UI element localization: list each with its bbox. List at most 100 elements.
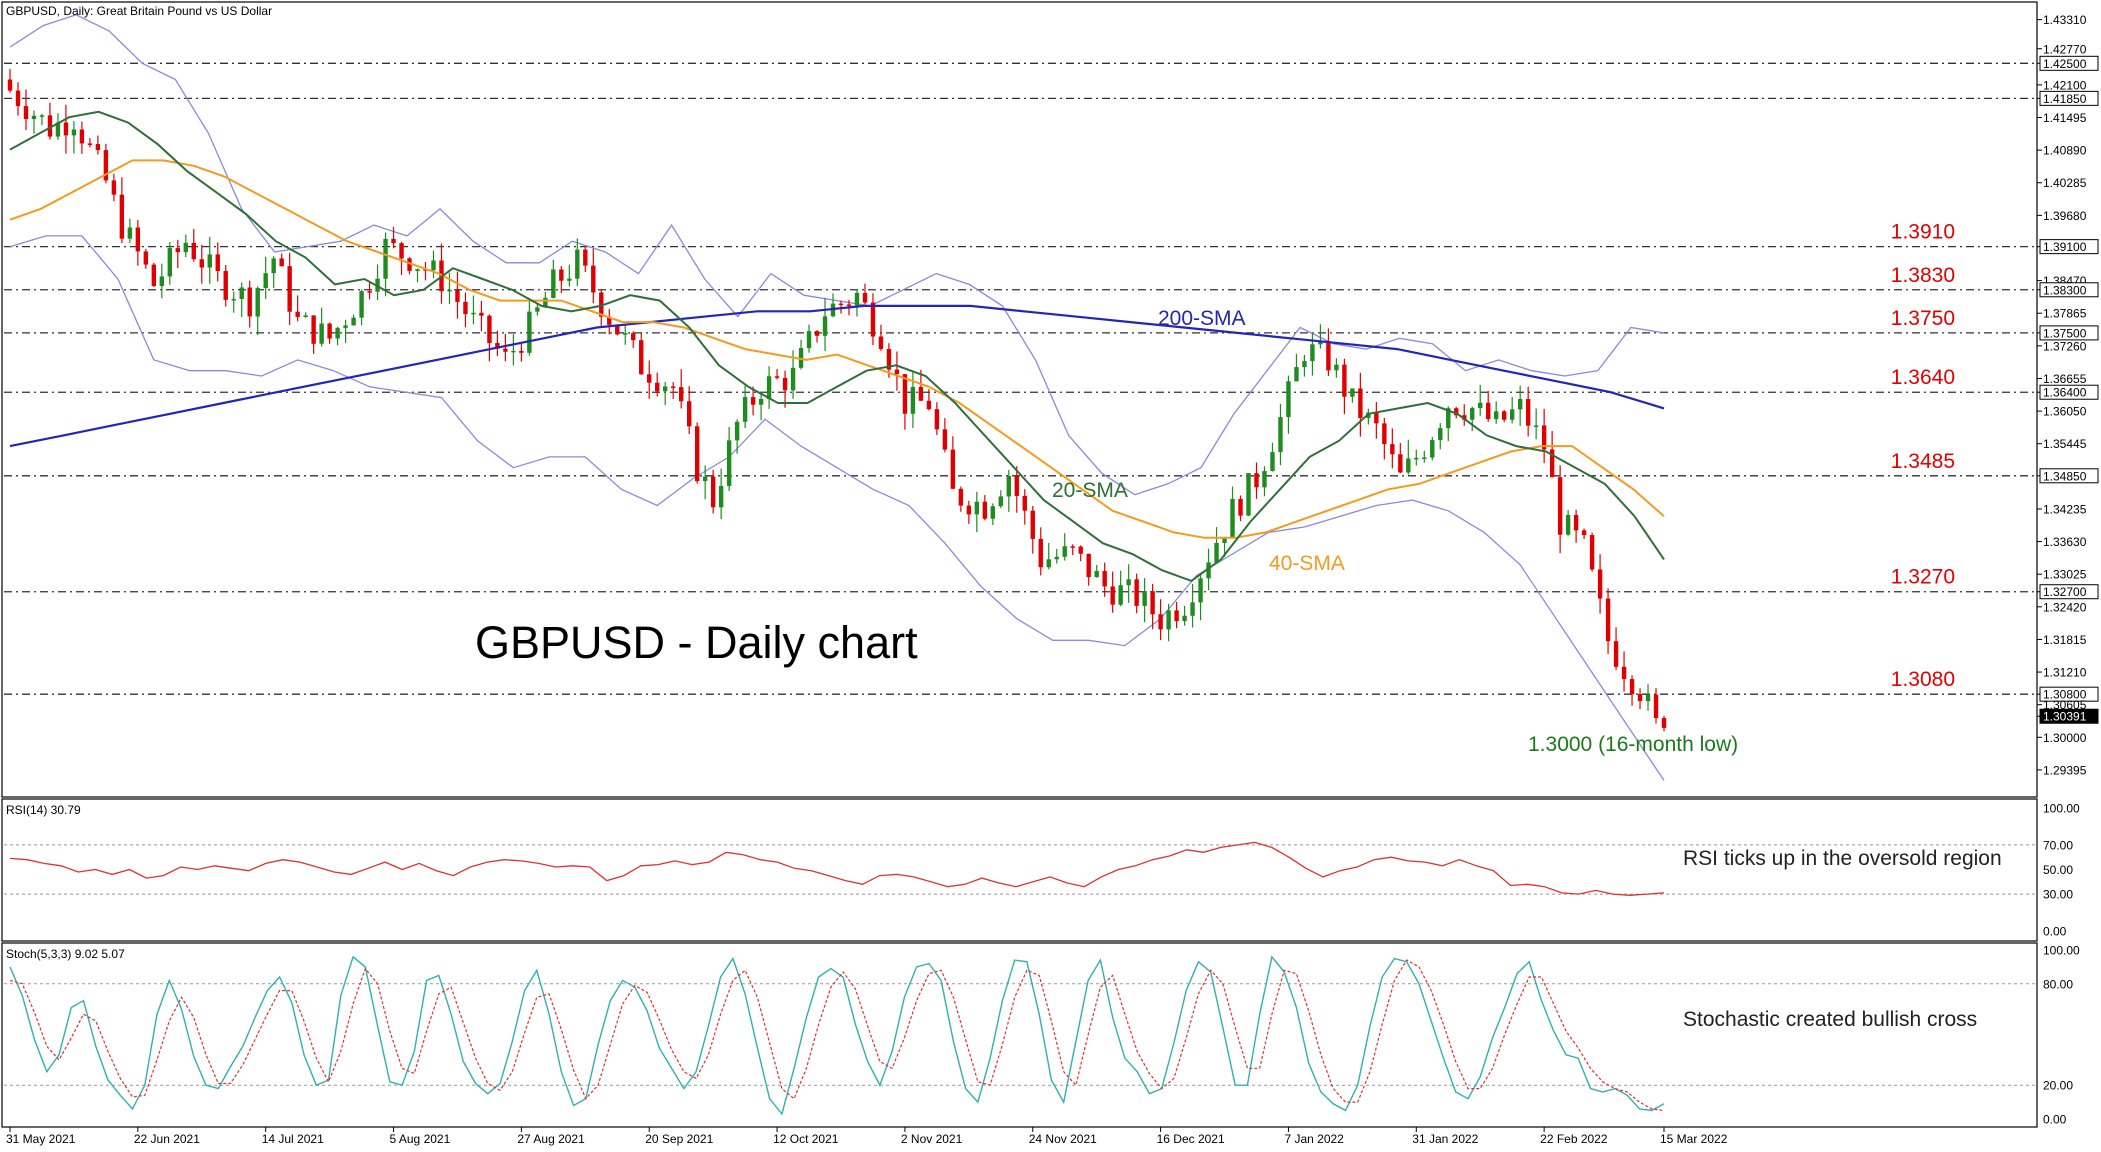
candle-body [479, 312, 484, 316]
candle-body [1134, 579, 1139, 606]
candle-body [1549, 449, 1555, 478]
candle-body [119, 194, 125, 239]
x-tick-label: 14 Jul 2021 [262, 1132, 324, 1146]
candle-body [127, 227, 133, 239]
candle-body [447, 289, 452, 292]
candle-body [79, 129, 85, 144]
price-tick-label: 1.40890 [2043, 144, 2087, 158]
candle-body [742, 397, 748, 422]
candle-body [910, 386, 916, 414]
price-tag [2039, 708, 2099, 724]
price-tick-label: 1.33630 [2043, 535, 2087, 549]
candle-body [399, 243, 404, 259]
low-annotation: 1.3000 (16-month low) [1528, 733, 1738, 756]
rsi-panel-frame [1, 798, 2038, 942]
candle-body [271, 258, 276, 274]
price-tick-label: 1.36050 [2043, 405, 2087, 419]
rsi-tick-label: 0.00 [2043, 925, 2067, 939]
stoch-tick-label: 20.00 [2043, 1079, 2073, 1093]
stoch-tick-label: 100.00 [2043, 944, 2080, 958]
candle-body [1414, 457, 1419, 460]
bollinger-lower [9, 235, 1665, 781]
candle-body [734, 421, 740, 441]
candle-body [647, 374, 652, 383]
x-tick-label: 12 Oct 2021 [773, 1132, 839, 1146]
price-tick-label: 1.31210 [2043, 666, 2087, 680]
candle-body [1374, 412, 1379, 424]
stoch-panel-frame [1, 942, 2038, 1128]
price-tick-label: 1.30000 [2043, 731, 2087, 745]
candle-body [639, 340, 644, 375]
candle-body [1158, 614, 1163, 630]
candle-body [1206, 562, 1211, 579]
candle-body [87, 143, 93, 145]
x-tick-label: 15 Mar 2022 [1660, 1132, 1728, 1146]
price-tick-label: 1.37865 [2043, 307, 2087, 321]
candle-body [335, 327, 340, 339]
candlesticks [7, 68, 1667, 732]
candle-body [1038, 538, 1043, 568]
price-tick-label: 1.41495 [2043, 111, 2087, 125]
candle-body [1605, 598, 1611, 642]
x-tick-label: 5 Aug 2021 [390, 1132, 451, 1146]
candle-body [1494, 411, 1499, 420]
x-tick-label: 7 Jan 2022 [1284, 1132, 1344, 1146]
rsi-tick-label: 70.00 [2043, 838, 2073, 852]
candle-body [726, 440, 732, 486]
candle-body [1533, 425, 1539, 427]
sma20-label: 20-SMA [1052, 479, 1128, 502]
x-tick-label: 20 Sep 2021 [645, 1132, 713, 1146]
candle-body [1462, 415, 1467, 420]
chart-title: GBPUSD - Daily chart [475, 617, 918, 668]
candle-body [694, 426, 700, 482]
candle-body [710, 476, 716, 508]
price-tick-label: 1.30605 [2043, 698, 2087, 712]
level-label: 1.3080 [1891, 668, 1955, 691]
candle-body [1629, 679, 1635, 695]
candle-body [391, 238, 396, 244]
candle-body [487, 315, 492, 343]
candle-body [1398, 454, 1403, 473]
sma20-line [9, 110, 1665, 583]
candle-body [878, 336, 884, 349]
sma200-line [9, 304, 1665, 448]
candle-body [343, 325, 348, 328]
price-tick-label: 1.38300 [2043, 283, 2087, 297]
candle-body [718, 485, 724, 508]
rsi-tick-label: 50.00 [2043, 863, 2073, 877]
candle-body [1406, 458, 1411, 473]
candle-body [1613, 641, 1619, 667]
x-tick-label: 27 Aug 2021 [517, 1132, 585, 1146]
candle-body [886, 348, 892, 370]
candle-body [351, 317, 356, 326]
candle-body [1238, 498, 1243, 516]
candle-body [463, 301, 468, 315]
candle-body [1182, 615, 1187, 622]
candle-body [455, 289, 460, 302]
level-label: 1.3640 [1891, 366, 1955, 389]
candle-body [111, 180, 117, 195]
candle-body [175, 248, 180, 253]
candle-body [191, 242, 196, 260]
candle-body [1422, 457, 1427, 460]
candle-body [471, 312, 476, 315]
candle-body [1573, 514, 1579, 531]
candle-body [1597, 569, 1603, 599]
price-tick-label: 1.39680 [2043, 209, 2087, 223]
price-tick-label: 1.40285 [2043, 176, 2087, 190]
candle-body [942, 429, 948, 450]
candle-body [23, 106, 29, 120]
candle-body [982, 501, 988, 519]
price-tick-label: 1.32700 [2043, 585, 2087, 599]
candle-body [95, 144, 101, 151]
price-tag [2039, 325, 2099, 341]
level-label: 1.3830 [1891, 264, 1955, 287]
candle-body [678, 387, 684, 402]
candle-body [47, 115, 53, 137]
candle-body [1166, 610, 1171, 630]
price-tick-label: 1.34235 [2043, 502, 2087, 516]
candle-body [1070, 546, 1075, 548]
candle-body [167, 248, 173, 277]
candle-body [1198, 578, 1203, 603]
